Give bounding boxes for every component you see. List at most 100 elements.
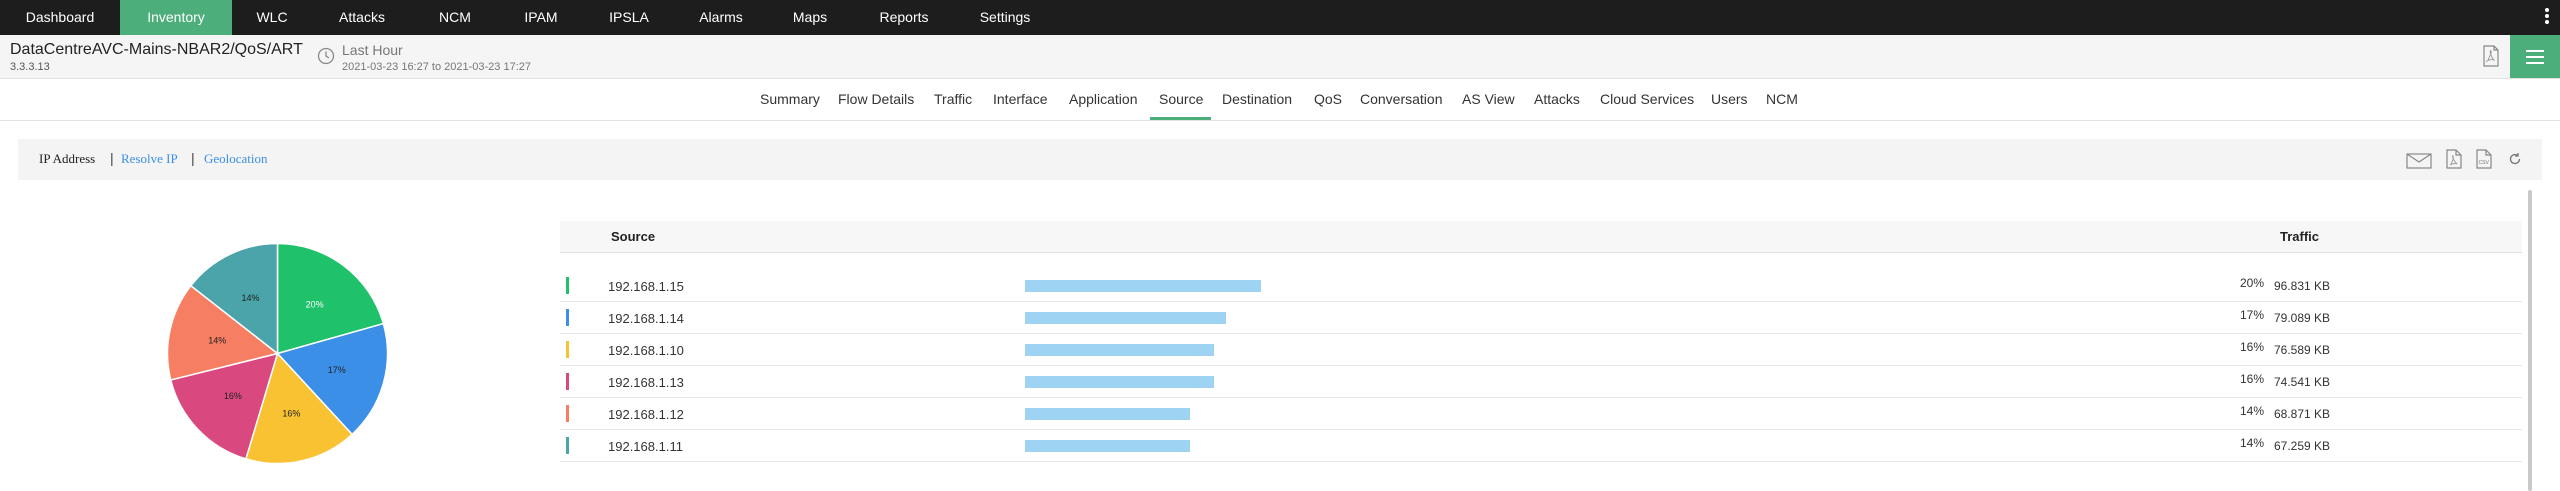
nav-ipsla[interactable]: IPSLA: [609, 9, 649, 25]
tab-ncm[interactable]: NCM: [1766, 91, 1798, 107]
traffic-size: 76.589 KB: [2274, 343, 2331, 357]
nav-maps[interactable]: Maps: [792, 9, 828, 25]
source-pie-chart: 20% 17% 16% 16% 14% 14%: [160, 236, 395, 471]
pie-slice[interactable]: [276, 242, 385, 355]
refresh-icon[interactable]: [2508, 152, 2522, 166]
filter-bar: IP Address | Resolve IP | Geolocation CS…: [18, 139, 2542, 180]
table-row[interactable]: 192.168.1.13 16% 74.541 KB: [560, 366, 2522, 398]
traffic-size: 79.089 KB: [2274, 311, 2331, 325]
nav-wlc[interactable]: WLC: [256, 9, 288, 25]
pdf-icon[interactable]: [2482, 45, 2500, 67]
svg-text:CSV: CSV: [2479, 160, 2490, 166]
pie-slice-label: 16%: [224, 391, 242, 401]
geolocation-link[interactable]: Geolocation: [204, 151, 268, 166]
column-header-traffic[interactable]: Traffic: [2280, 229, 2320, 244]
nav-alarms[interactable]: Alarms: [699, 9, 743, 25]
traffic-bar: [1025, 376, 1214, 388]
tab-source[interactable]: Source: [1159, 91, 1204, 107]
column-header-source[interactable]: Source: [611, 229, 656, 244]
pie-slice[interactable]: [244, 352, 354, 465]
source-ip[interactable]: 192.168.1.10: [608, 343, 684, 358]
series-color-marker: [566, 437, 569, 454]
traffic-size: 67.259 KB: [2274, 439, 2331, 453]
hamburger-menu-icon[interactable]: [2510, 35, 2560, 78]
pie-slice-label: 14%: [242, 293, 260, 303]
table-row[interactable]: 192.168.1.15 20% 96.831 KB: [560, 270, 2522, 302]
scrollbar[interactable]: [2528, 190, 2532, 491]
nav-ipam[interactable]: IPAM: [524, 9, 558, 25]
source-ip[interactable]: 192.168.1.11: [608, 439, 683, 454]
active-tab-indicator: [1150, 117, 1211, 120]
top-navigation: Dashboard Inventory WLC Attacks NCM IPAM…: [0, 0, 2560, 35]
tab-conversation[interactable]: Conversation: [1360, 91, 1443, 107]
traffic-percent: 14%: [2239, 404, 2264, 418]
nav-inventory[interactable]: Inventory: [120, 0, 232, 35]
device-title: DataCentreAVC-Mains-NBAR2/QoS/ART: [10, 41, 303, 58]
traffic-percent: 20%: [2239, 276, 2264, 290]
traffic-size: 74.541 KB: [2274, 375, 2331, 389]
device-header: DataCentreAVC-Mains-NBAR2/QoS/ART 3.3.3.…: [0, 35, 2560, 79]
source-ip[interactable]: 192.168.1.13: [608, 375, 684, 390]
traffic-percent: 16%: [2239, 372, 2264, 386]
table-row[interactable]: 192.168.1.11 14% 67.259 KB: [560, 430, 2522, 462]
series-color-marker: [566, 309, 569, 326]
table-header: Source Traffic: [560, 221, 2522, 253]
traffic-bar: [1025, 280, 1261, 292]
tab-flow-details[interactable]: Flow Details: [838, 91, 915, 107]
table-row[interactable]: 192.168.1.12 14% 68.871 KB: [560, 398, 2522, 430]
traffic-size: 96.831 KB: [2274, 279, 2331, 293]
source-ip[interactable]: 192.168.1.14: [608, 311, 684, 326]
tab-traffic[interactable]: Traffic: [934, 91, 973, 107]
series-color-marker: [566, 373, 569, 390]
ip-address-filter[interactable]: IP Address: [39, 151, 96, 166]
traffic-percent: 16%: [2239, 340, 2264, 354]
series-color-marker: [566, 277, 569, 294]
resolve-ip-link[interactable]: Resolve IP: [121, 151, 178, 166]
traffic-percent: 17%: [2239, 308, 2264, 322]
nav-settings[interactable]: Settings: [979, 9, 1031, 25]
tab-qos[interactable]: QoS: [1314, 91, 1343, 107]
pie-slice[interactable]: [169, 352, 279, 460]
traffic-bar: [1025, 312, 1226, 324]
tab-attacks[interactable]: Attacks: [1534, 91, 1580, 107]
nav-reports[interactable]: Reports: [879, 9, 929, 25]
report-tabs: Summary Flow Details Traffic Interface A…: [0, 79, 2560, 121]
pie-slice[interactable]: [189, 242, 279, 356]
traffic-bar: [1025, 408, 1190, 420]
nav-attacks[interactable]: Attacks: [339, 9, 385, 25]
traffic-bar: [1025, 440, 1190, 452]
tab-users[interactable]: Users: [1711, 91, 1748, 107]
clock-icon: [317, 47, 335, 65]
series-color-marker: [566, 341, 569, 358]
series-color-marker: [566, 405, 569, 422]
pie-slice-label: 17%: [328, 365, 346, 375]
pie-slice-label: 14%: [208, 336, 226, 346]
more-options-icon[interactable]: [2544, 6, 2550, 28]
time-range: 2021-03-23 16:27 to 2021-03-23 17:27: [342, 61, 531, 73]
separator: |: [191, 150, 195, 166]
nav-dashboard[interactable]: Dashboard: [25, 9, 95, 25]
tab-destination[interactable]: Destination: [1222, 91, 1293, 107]
pdf-export-icon[interactable]: [2446, 149, 2462, 169]
source-ip[interactable]: 192.168.1.12: [608, 407, 684, 422]
source-ip[interactable]: 192.168.1.15: [608, 279, 684, 294]
tab-interface[interactable]: Interface: [993, 91, 1048, 107]
traffic-bar: [1025, 344, 1214, 356]
pie-slice-label: 16%: [282, 409, 300, 419]
pie-slice-label: 20%: [306, 299, 324, 309]
traffic-size: 68.871 KB: [2274, 407, 2331, 421]
email-icon[interactable]: [2406, 153, 2432, 169]
tab-cloud-services[interactable]: Cloud Services: [1600, 91, 1695, 107]
pie-slice[interactable]: [166, 284, 280, 381]
separator: |: [110, 150, 114, 166]
table-row[interactable]: 192.168.1.10 16% 76.589 KB: [560, 334, 2522, 366]
tab-as-view[interactable]: AS View: [1462, 91, 1515, 107]
tab-application[interactable]: Application: [1069, 91, 1138, 107]
tab-summary[interactable]: Summary: [760, 91, 820, 107]
csv-icon[interactable]: CSV: [2476, 149, 2492, 169]
time-period[interactable]: Last Hour: [342, 42, 403, 58]
pie-slice[interactable]: [276, 322, 389, 436]
device-ip: 3.3.3.13: [10, 61, 50, 73]
nav-ncm[interactable]: NCM: [439, 9, 471, 25]
table-row[interactable]: 192.168.1.14 17% 79.089 KB: [560, 302, 2522, 334]
